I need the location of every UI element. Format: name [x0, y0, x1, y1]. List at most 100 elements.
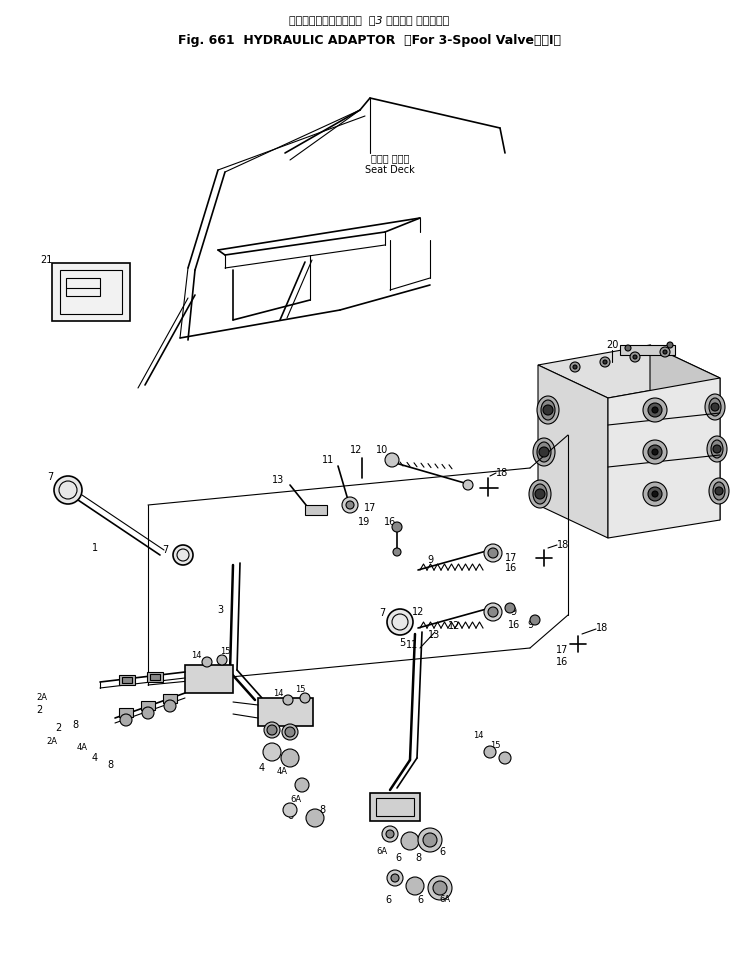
Text: 17: 17 [556, 645, 568, 655]
Bar [52, 263, 130, 321]
Circle shape [484, 746, 496, 758]
Text: ハイドロリックアダプタ  （3 スプール バルブ用）: ハイドロリックアダプタ （3 スプール バルブ用） [289, 15, 449, 25]
Bar [376, 798, 414, 816]
Circle shape [300, 693, 310, 703]
Circle shape [342, 497, 358, 513]
Text: 2: 2 [36, 705, 42, 715]
Circle shape [530, 615, 540, 625]
Circle shape [285, 727, 295, 737]
Circle shape [283, 695, 293, 705]
Bar [185, 665, 233, 693]
Text: 13: 13 [272, 475, 284, 485]
Ellipse shape [537, 396, 559, 424]
Bar [122, 677, 132, 683]
Ellipse shape [529, 480, 551, 508]
Text: 10: 10 [376, 445, 388, 455]
Circle shape [543, 405, 553, 415]
Polygon shape [538, 345, 720, 398]
Text: 20: 20 [606, 340, 618, 350]
Circle shape [633, 355, 637, 359]
Text: 18: 18 [596, 623, 608, 633]
Circle shape [715, 487, 723, 495]
Circle shape [267, 725, 277, 735]
Text: 8: 8 [415, 853, 421, 863]
Circle shape [667, 342, 673, 348]
Text: 17: 17 [505, 553, 517, 563]
Circle shape [484, 544, 502, 562]
Bar [119, 708, 133, 717]
Text: 8: 8 [72, 720, 78, 730]
Ellipse shape [541, 400, 555, 420]
Text: 16: 16 [384, 517, 396, 527]
Text: 5: 5 [399, 638, 405, 648]
Text: 6: 6 [287, 811, 293, 821]
Text: シート デッキ: シート デッキ [370, 153, 409, 163]
Circle shape [386, 830, 394, 838]
Text: 17: 17 [364, 503, 376, 513]
Text: 2A: 2A [36, 694, 47, 703]
Circle shape [648, 403, 662, 417]
Circle shape [603, 360, 607, 364]
Text: 6: 6 [385, 895, 391, 905]
Circle shape [660, 347, 670, 357]
Circle shape [164, 700, 176, 712]
Circle shape [54, 476, 82, 504]
Circle shape [573, 365, 577, 369]
Ellipse shape [533, 484, 547, 504]
Circle shape [535, 489, 545, 499]
Circle shape [463, 480, 473, 490]
Circle shape [648, 487, 662, 501]
Circle shape [264, 722, 280, 738]
Text: 9: 9 [527, 620, 533, 630]
Circle shape [173, 545, 193, 565]
Circle shape [142, 707, 154, 719]
Circle shape [643, 482, 667, 506]
Ellipse shape [711, 440, 723, 458]
Text: Fig. 661  HYDRAULIC ADAPTOR  （For 3-Spool Valve）（I）: Fig. 661 HYDRAULIC ADAPTOR （For 3-Spool … [178, 34, 560, 47]
Ellipse shape [537, 442, 551, 462]
Circle shape [391, 874, 399, 882]
Text: 6A: 6A [439, 895, 451, 904]
Text: 14: 14 [190, 650, 201, 660]
Circle shape [282, 724, 298, 740]
Circle shape [387, 609, 413, 635]
Ellipse shape [707, 436, 727, 462]
Text: 15: 15 [294, 685, 306, 695]
Text: 16: 16 [508, 620, 520, 630]
Text: 8: 8 [107, 760, 113, 770]
Text: 18: 18 [496, 468, 508, 478]
Circle shape [263, 743, 281, 761]
Circle shape [643, 398, 667, 422]
Circle shape [387, 870, 403, 886]
Text: 15: 15 [490, 741, 500, 751]
Circle shape [385, 453, 399, 467]
Circle shape [120, 714, 132, 726]
Circle shape [648, 445, 662, 459]
Text: 2A: 2A [46, 737, 58, 746]
Text: 4A: 4A [77, 743, 88, 753]
Circle shape [600, 357, 610, 367]
Text: 8: 8 [319, 805, 325, 815]
Text: 14: 14 [273, 689, 283, 698]
Polygon shape [538, 365, 608, 538]
Text: 3: 3 [217, 605, 223, 615]
Bar [119, 675, 135, 685]
Bar [150, 674, 160, 680]
Text: 2: 2 [55, 723, 61, 733]
Text: 6: 6 [395, 853, 401, 863]
Bar [163, 694, 177, 703]
Circle shape [217, 655, 227, 665]
Text: 16: 16 [556, 657, 568, 667]
Text: 11: 11 [322, 455, 334, 465]
Circle shape [428, 876, 452, 900]
Text: 7: 7 [162, 545, 168, 555]
Text: 4: 4 [92, 753, 98, 763]
Circle shape [488, 607, 498, 617]
Bar [370, 793, 420, 821]
Circle shape [711, 403, 719, 411]
Text: 4: 4 [259, 763, 265, 773]
Text: 9: 9 [427, 555, 433, 565]
Text: 14: 14 [473, 732, 483, 740]
Circle shape [423, 833, 437, 847]
Bar [305, 505, 327, 515]
